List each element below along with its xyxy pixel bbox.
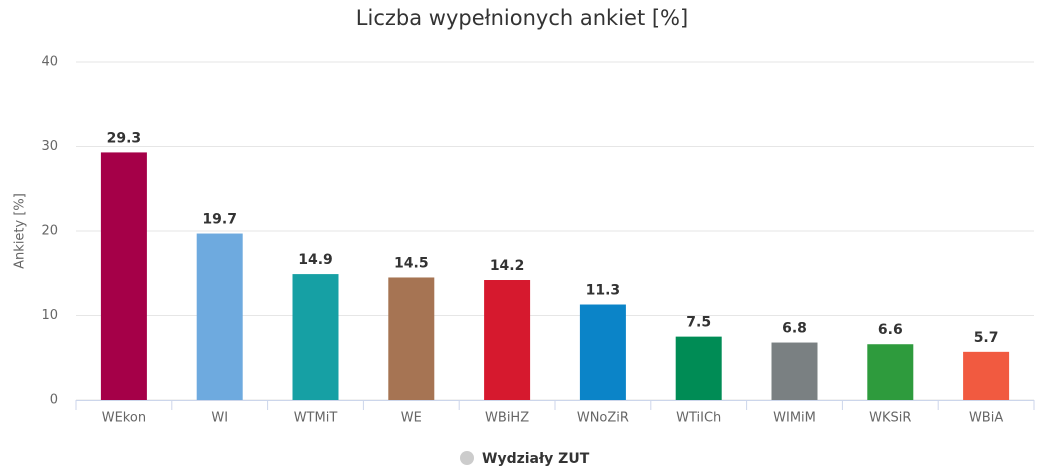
bar — [771, 342, 818, 400]
x-tick-label: WTiICh — [676, 411, 721, 426]
y-tick-label: 0 — [50, 393, 58, 408]
value-label: 5.7 — [974, 330, 999, 346]
value-label: 29.3 — [107, 130, 142, 146]
value-label: 14.2 — [490, 258, 525, 274]
value-label: 11.3 — [586, 283, 621, 299]
bar — [292, 274, 339, 400]
y-axis-title: Ankiety [%] — [13, 193, 28, 269]
x-tick-label: WBiA — [969, 411, 1003, 426]
chart-title: Liczba wypełnionych ankiet [%] — [356, 6, 688, 30]
bar — [675, 336, 722, 400]
x-tick-label: WTMiT — [294, 411, 338, 426]
x-tick-label: WIMiM — [773, 411, 816, 426]
x-tick-label: WEkon — [102, 411, 146, 426]
value-label: 14.9 — [298, 252, 333, 268]
bar — [388, 277, 435, 400]
x-tick-label: WI — [211, 411, 228, 426]
bar — [579, 304, 626, 400]
value-label: 19.7 — [202, 212, 237, 228]
value-label: 7.5 — [686, 315, 711, 331]
legend-label: Wydziały ZUT — [482, 451, 590, 467]
bar — [963, 351, 1010, 400]
x-tick-label: WNoZiR — [577, 411, 629, 426]
value-label: 14.5 — [394, 255, 429, 271]
value-label: 6.6 — [878, 322, 903, 338]
y-tick-label: 10 — [41, 308, 58, 323]
y-tick-label: 40 — [41, 55, 58, 70]
y-tick-label: 20 — [41, 224, 58, 239]
value-label: 6.8 — [782, 321, 807, 337]
x-tick-label: WKSiR — [869, 411, 911, 426]
bar — [867, 344, 914, 400]
bar — [100, 152, 147, 400]
bar — [196, 233, 243, 400]
x-tick-label: WBiHZ — [485, 411, 529, 426]
x-tick-label: WE — [401, 411, 422, 426]
bar — [484, 280, 531, 400]
y-tick-label: 30 — [41, 139, 58, 154]
legend-marker — [460, 451, 474, 465]
